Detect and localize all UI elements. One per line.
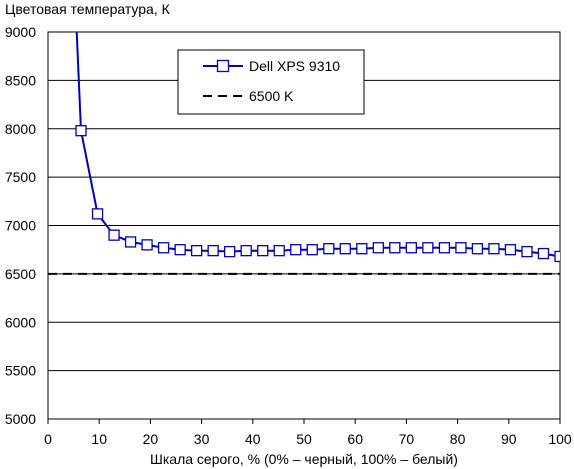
y-tick-label: 6500 xyxy=(5,266,36,282)
data-point-marker xyxy=(224,245,236,258)
y-tick-label: 5000 xyxy=(5,411,36,427)
data-point-marker xyxy=(190,245,203,257)
legend-label-6500k: 6500 K xyxy=(249,88,294,104)
x-tick-label: 80 xyxy=(450,431,466,447)
data-point-marker xyxy=(124,236,137,248)
data-point-marker xyxy=(174,244,186,256)
series-layer xyxy=(48,32,560,275)
data-point-marker xyxy=(521,245,533,258)
data-point-marker xyxy=(356,243,368,255)
y-tick-label: 9000 xyxy=(5,24,36,40)
data-point-marker xyxy=(389,242,401,254)
data-point-marker xyxy=(207,245,219,257)
y-tick-label: 7000 xyxy=(5,218,36,234)
data-point-marker xyxy=(290,244,302,256)
y-tick-label: 5500 xyxy=(5,363,36,379)
legend: Dell XPS 9310 6500 K xyxy=(177,49,365,115)
data-point-marker xyxy=(372,242,384,254)
x-tick-label: 0 xyxy=(44,431,52,447)
x-tick-label: 60 xyxy=(347,431,363,447)
data-point-marker xyxy=(504,244,517,256)
legend-box xyxy=(177,49,365,115)
y-tick-label: 8000 xyxy=(5,121,36,137)
legend-marker-dell xyxy=(216,59,230,73)
y-tick-label: 7500 xyxy=(5,169,36,185)
data-point-marker xyxy=(422,242,434,254)
x-tick-label: 10 xyxy=(91,431,107,447)
x-tick-label: 70 xyxy=(399,431,415,447)
data-point-marker xyxy=(339,243,351,255)
y-tick-labels: 5000 5500 6000 6500 7000 7500 8000 8500 9000 xyxy=(5,24,36,427)
data-point-marker xyxy=(554,250,560,263)
data-point-marker xyxy=(438,242,451,254)
y-tick-label: 6000 xyxy=(5,314,36,330)
data-point-marker xyxy=(537,247,550,260)
data-point-marker xyxy=(75,125,87,137)
data-point-marker xyxy=(108,229,120,241)
x-tick-label: 20 xyxy=(143,431,159,447)
data-point-marker xyxy=(488,243,500,255)
data-point-marker xyxy=(405,242,418,254)
x-axis-title: Шкала серого, % (0% – черный, 100% – бел… xyxy=(150,451,458,467)
x-tick-label: 100 xyxy=(548,431,572,447)
data-point-marker xyxy=(157,242,170,254)
data-point-marker xyxy=(240,245,252,257)
data-point-marker xyxy=(273,245,285,257)
x-tick-label: 30 xyxy=(194,431,210,447)
x-tick-label: 50 xyxy=(296,431,312,447)
x-tick-label: 90 xyxy=(501,431,517,447)
x-tick-label: 40 xyxy=(245,431,261,447)
data-point-marker xyxy=(257,245,269,257)
x-tick-labels: 0 10 20 30 40 50 60 70 80 90 100 xyxy=(44,419,572,447)
data-point-marker xyxy=(306,244,318,256)
data-point-marker xyxy=(455,242,467,254)
data-point-marker xyxy=(141,239,153,251)
data-point-marker xyxy=(323,243,335,255)
legend-label-dell: Dell XPS 9310 xyxy=(249,58,340,74)
data-point-marker xyxy=(91,208,104,220)
data-point-marker xyxy=(471,243,484,255)
y-tick-label: 8500 xyxy=(5,72,36,88)
y-axis-title: Цветовая температура, К xyxy=(5,1,171,17)
